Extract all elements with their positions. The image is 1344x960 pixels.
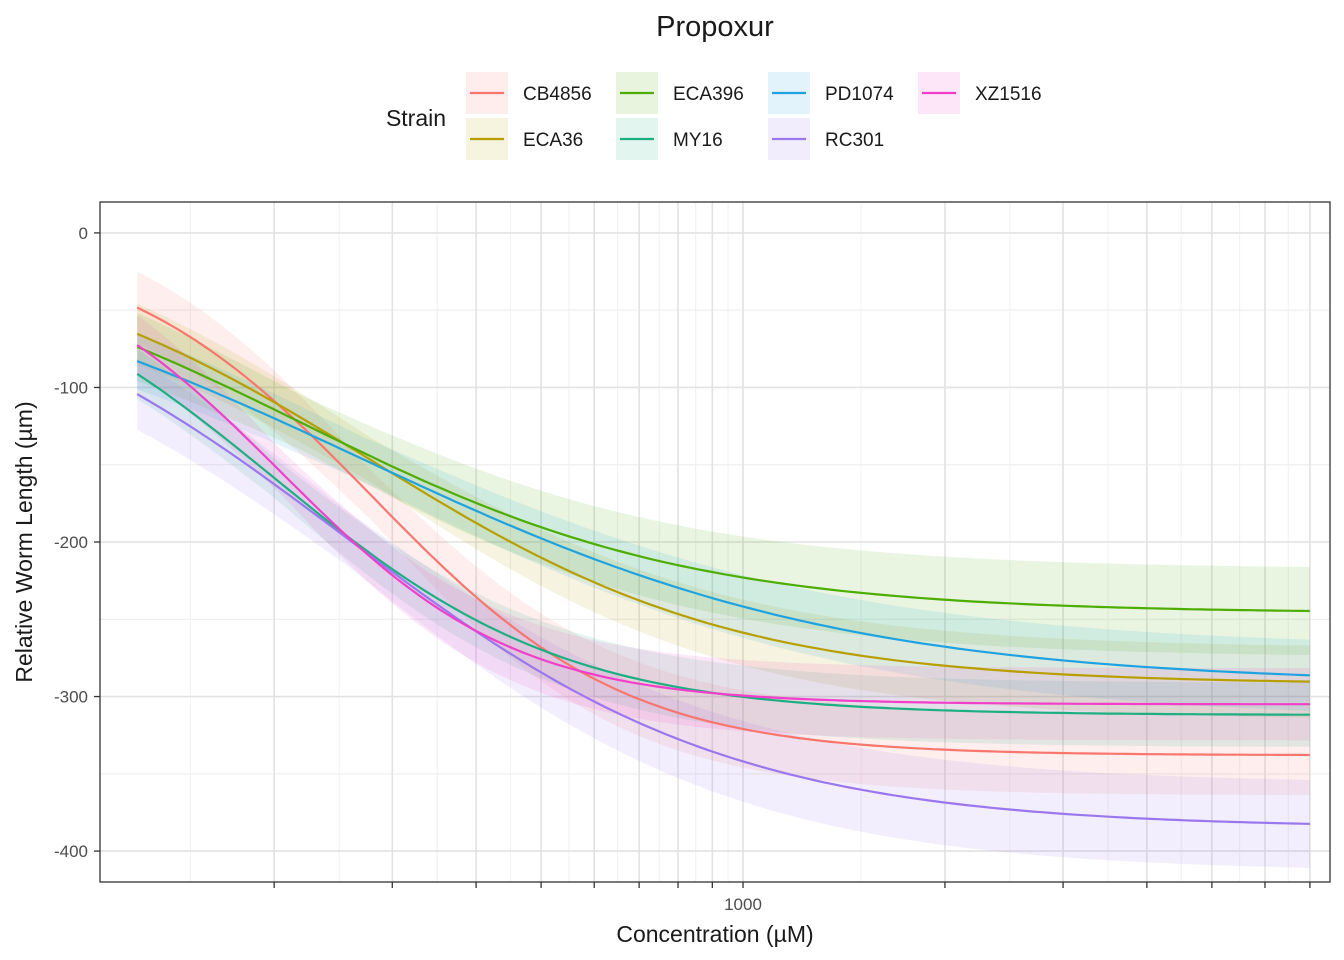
legend-item-cb4856: CB4856	[466, 72, 592, 114]
x-tick-label: 1000	[724, 895, 762, 914]
band-pd1074	[137, 332, 1310, 711]
legend-label: ECA36	[523, 130, 583, 151]
line-rc301	[136, 393, 1310, 825]
legend-label: ECA396	[673, 84, 744, 105]
band-eca36	[137, 303, 1310, 718]
legend-item-eca396: ECA396	[616, 72, 744, 114]
axes: 0 -100 -200 -300 -400 1000	[54, 224, 1311, 914]
band-rc301	[137, 358, 1310, 868]
line-cb4856	[136, 306, 1310, 757]
legend-label: RC301	[825, 130, 884, 151]
band-eca396	[137, 312, 1310, 655]
band-xz1516	[137, 315, 1310, 741]
y-tick-label: 0	[79, 224, 88, 243]
legend-item-rc301: RC301	[768, 118, 884, 160]
legend: CB4856 ECA36 ECA396 MY16 PD1074 RC301 XZ1516	[466, 72, 1042, 160]
legend-title: Strain	[386, 105, 446, 131]
x-axis-label: Concentration (µM)	[616, 921, 813, 947]
y-axis-label: Relative Worm Length (µm)	[11, 401, 37, 682]
y-tick-label: -300	[54, 688, 88, 707]
band-my16	[137, 348, 1310, 747]
legend-label: MY16	[673, 130, 723, 151]
y-tick-label: -400	[54, 842, 88, 861]
legend-label: PD1074	[825, 84, 894, 105]
line-eca396	[136, 345, 1310, 613]
band-cb4856	[137, 271, 1310, 796]
line-xz1516	[136, 344, 1310, 706]
legend-item-eca36: ECA36	[466, 118, 583, 160]
legend-label: XZ1516	[975, 84, 1042, 105]
chart-title: Propoxur	[656, 11, 774, 43]
line-pd1074	[136, 360, 1310, 677]
legend-label: CB4856	[523, 84, 592, 105]
series-lines	[136, 306, 1310, 825]
line-eca36	[136, 332, 1310, 683]
legend-item-xz1516: XZ1516	[918, 72, 1042, 114]
legend-item-pd1074: PD1074	[768, 72, 894, 114]
legend-item-my16: MY16	[616, 118, 723, 160]
y-tick-label: -100	[54, 378, 88, 397]
confidence-bands	[137, 271, 1310, 868]
plot-grid	[100, 202, 1331, 882]
y-tick-label: -200	[54, 533, 88, 552]
